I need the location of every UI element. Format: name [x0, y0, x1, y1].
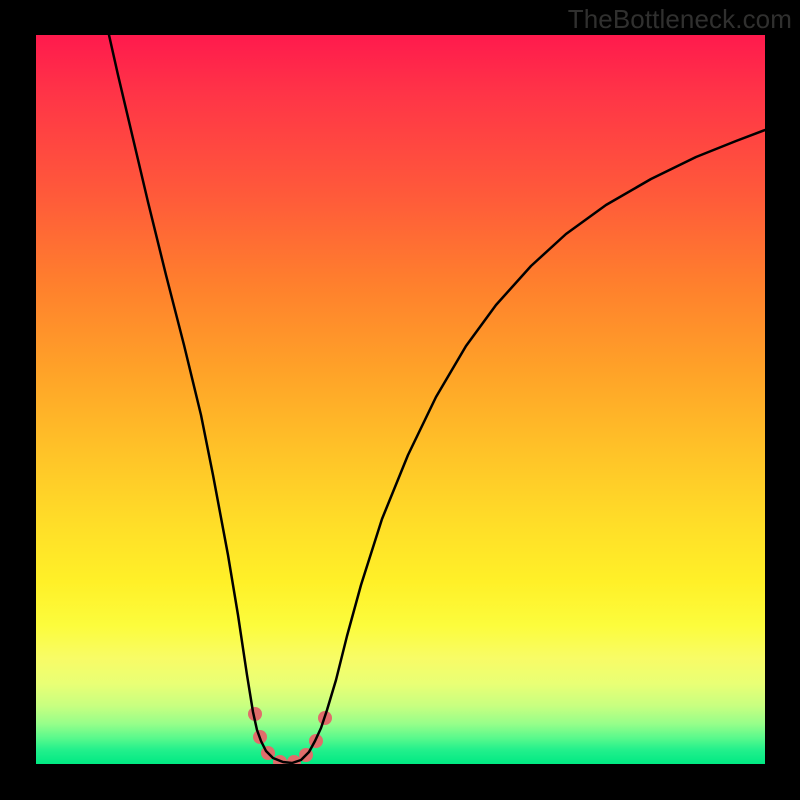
curve-dot: [261, 746, 275, 760]
watermark-text: TheBottleneck.com: [568, 4, 792, 35]
curve-dot: [318, 711, 332, 725]
dots-group: [248, 707, 332, 764]
bottleneck-curve: [109, 35, 765, 763]
curve-dot: [273, 755, 287, 764]
curve-dot: [248, 707, 262, 721]
curve-svg: [36, 35, 765, 764]
curve-dot: [253, 730, 267, 744]
curve-dot: [287, 755, 301, 764]
curve-dot: [309, 734, 323, 748]
curve-dot: [299, 748, 313, 762]
plot-area: [36, 35, 765, 764]
